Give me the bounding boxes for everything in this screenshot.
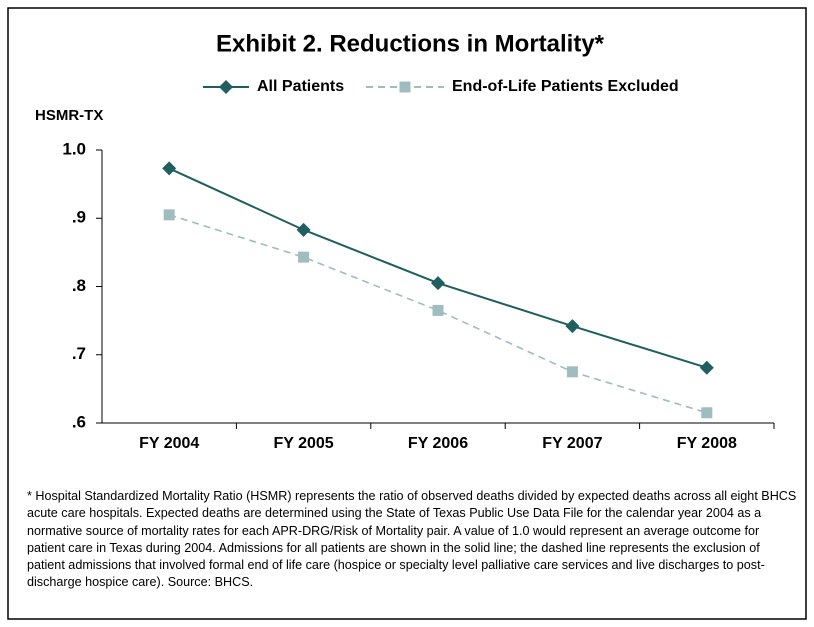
legend-marker — [219, 80, 233, 94]
point — [565, 319, 580, 334]
x-tick-label: FY 2004 — [139, 435, 199, 452]
point — [162, 161, 177, 176]
point — [699, 360, 714, 375]
x-tick-label: FY 2008 — [677, 435, 737, 452]
point — [701, 407, 713, 419]
y-tick-label: .8 — [72, 276, 86, 295]
point — [163, 209, 175, 221]
point — [566, 366, 578, 378]
y-tick-label: .9 — [72, 208, 86, 227]
legend-label: All Patients — [257, 78, 344, 95]
point — [298, 251, 310, 263]
footnote: * Hospital Standardized Mortality Ratio … — [27, 489, 797, 590]
y-tick-label: .6 — [72, 412, 86, 431]
x-tick-label: FY 2007 — [542, 435, 602, 452]
frame — [7, 7, 807, 620]
y-tick-label: .7 — [72, 344, 86, 363]
point — [431, 276, 445, 291]
point — [432, 304, 444, 316]
point — [296, 222, 311, 237]
legend-label: End-of-Life Patients Excluded — [452, 78, 679, 95]
series-line — [168, 214, 708, 414]
legend-marker — [399, 81, 411, 93]
y-axis-label: HSMR-TX — [35, 107, 103, 124]
chart-title: Exhibit 2. Reductions in Mortality* — [216, 30, 605, 57]
y-tick-label: 1.0 — [62, 139, 86, 158]
x-tick-label: FY 2006 — [408, 435, 468, 452]
x-tick-label: FY 2005 — [273, 435, 333, 452]
series-line — [168, 167, 708, 369]
